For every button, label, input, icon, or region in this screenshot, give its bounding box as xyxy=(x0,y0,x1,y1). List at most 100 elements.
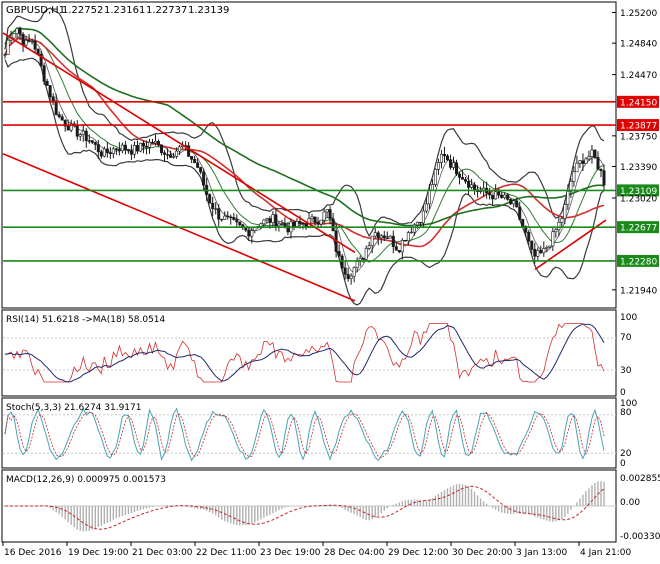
price-candle-body xyxy=(593,149,597,158)
price-candle-body xyxy=(154,141,158,144)
price-candle-body xyxy=(15,28,19,34)
price-levels-group: 1.24150 1.23877 1.23109 1.22677 1.22280 xyxy=(3,95,659,267)
price-title: GBPUSD,H1 xyxy=(6,5,65,16)
price-candle-body xyxy=(217,208,221,220)
price-candle-body xyxy=(424,203,428,212)
price-candle-body xyxy=(169,154,173,158)
stoch-tick-100: 100 xyxy=(620,399,637,409)
price-candle-body xyxy=(123,144,127,151)
price-candle-body xyxy=(147,141,151,148)
price-candle-body xyxy=(138,142,142,152)
price-candle-body xyxy=(178,146,182,152)
price-candle-body xyxy=(163,152,167,155)
price-candle-body xyxy=(66,125,70,131)
price-candle-body xyxy=(512,200,516,205)
price-candle-body xyxy=(42,65,46,82)
price-candle-body xyxy=(187,145,191,157)
price-candle-body xyxy=(90,140,94,143)
price-candle-body xyxy=(388,235,392,239)
price-axis-label: 1.21940 xyxy=(620,286,657,296)
price-candle-body xyxy=(373,232,377,237)
time-axis-label: 22 Dec 11:00 xyxy=(196,548,257,558)
macd-tick-top: 0.002855 xyxy=(620,474,660,484)
price-candle-body xyxy=(524,225,528,233)
price-candle-body xyxy=(190,156,194,160)
price-panel[interactable] xyxy=(1,1,617,309)
time-axis: 16 Dec 2016 19 Dec 19:00 21 Dec 03:00 22 De… xyxy=(2,542,632,558)
price-candle-body xyxy=(172,156,176,158)
price-candle-body xyxy=(247,229,251,237)
rsi-panel[interactable] xyxy=(1,309,617,397)
stoch-panel[interactable] xyxy=(1,397,617,469)
price-candle-body xyxy=(105,148,109,154)
level-tag-1.22280 xyxy=(617,254,659,267)
ohlc-high: 1.23161 xyxy=(104,5,145,16)
price-candle-body xyxy=(506,194,510,200)
price-candle-body xyxy=(283,223,287,227)
price-candle-body xyxy=(376,232,380,239)
price-axis: 1.25200 1.24840 1.24470 1.23750 1.23390 1.230… xyxy=(612,9,657,296)
price-candle-body xyxy=(51,96,55,102)
level-tag-1.23109 xyxy=(617,184,659,197)
rsi-series-group xyxy=(3,323,616,383)
price-candle-body xyxy=(491,194,495,200)
price-candle-body xyxy=(473,184,477,190)
price-candle-body xyxy=(439,154,443,163)
price-candle-body xyxy=(24,39,28,46)
rsi-tick-30: 30 xyxy=(620,366,632,376)
price-candle-body xyxy=(515,200,519,208)
price-candle-body xyxy=(337,251,341,257)
price-candle-body xyxy=(39,53,43,67)
level-tag-text: 1.22280 xyxy=(620,257,657,267)
time-axis-label: 30 Dec 20:00 xyxy=(452,548,513,558)
price-candle-body xyxy=(214,208,218,210)
price-candle-body xyxy=(500,194,504,198)
price-candle-body xyxy=(602,170,606,186)
rsi-title: RSI(14) 51.6218 xyxy=(6,315,79,325)
price-candle-body xyxy=(584,158,588,164)
price-candle-body xyxy=(406,232,410,242)
price-axis-label: 1.23390 xyxy=(620,163,657,173)
price-candle-body xyxy=(144,145,148,148)
price-candle-body xyxy=(196,162,200,168)
price-axis-label: 1.25200 xyxy=(620,9,657,19)
rsi-line xyxy=(4,323,605,383)
price-candle-body xyxy=(539,250,543,254)
time-axis-label: 19 Dec 19:00 xyxy=(68,548,129,558)
price-candle-body xyxy=(96,144,100,153)
ohlc-close: 1.23139 xyxy=(188,5,229,16)
price-candle-body xyxy=(316,222,320,225)
price-candle-body xyxy=(304,223,308,227)
price-candle-body xyxy=(81,130,85,135)
price-candle-body xyxy=(527,231,531,242)
price-candle-body xyxy=(364,248,368,260)
price-candle-body xyxy=(536,250,540,257)
price-candle-body xyxy=(319,219,323,225)
price-candle-body xyxy=(114,148,118,150)
price-candle-body xyxy=(421,210,425,224)
price-candle-body xyxy=(232,217,236,220)
price-candle-body xyxy=(412,224,416,233)
price-candle-body xyxy=(295,221,299,227)
price-candle-body xyxy=(229,216,233,218)
price-candle-body xyxy=(135,145,139,152)
ma-slow-line xyxy=(4,27,605,227)
price-candle-body xyxy=(442,154,446,157)
level-tag-text: 1.23877 xyxy=(620,122,657,132)
bollinger-lower-line xyxy=(4,57,605,306)
price-candle-body xyxy=(445,155,449,161)
price-candle-body xyxy=(69,123,73,131)
price-candle-body xyxy=(488,192,492,196)
macd-signal-line xyxy=(5,485,605,530)
price-candle-body xyxy=(12,33,16,39)
price-candle-body xyxy=(6,39,10,55)
price-candle-body xyxy=(259,223,263,227)
price-candle-body xyxy=(367,245,371,249)
rsi-ma-line xyxy=(4,323,605,383)
rsi-tick-100: 100 xyxy=(620,313,637,323)
price-candle-body xyxy=(132,145,136,155)
price-candle-body xyxy=(262,219,266,225)
price-candle-body xyxy=(418,221,422,224)
